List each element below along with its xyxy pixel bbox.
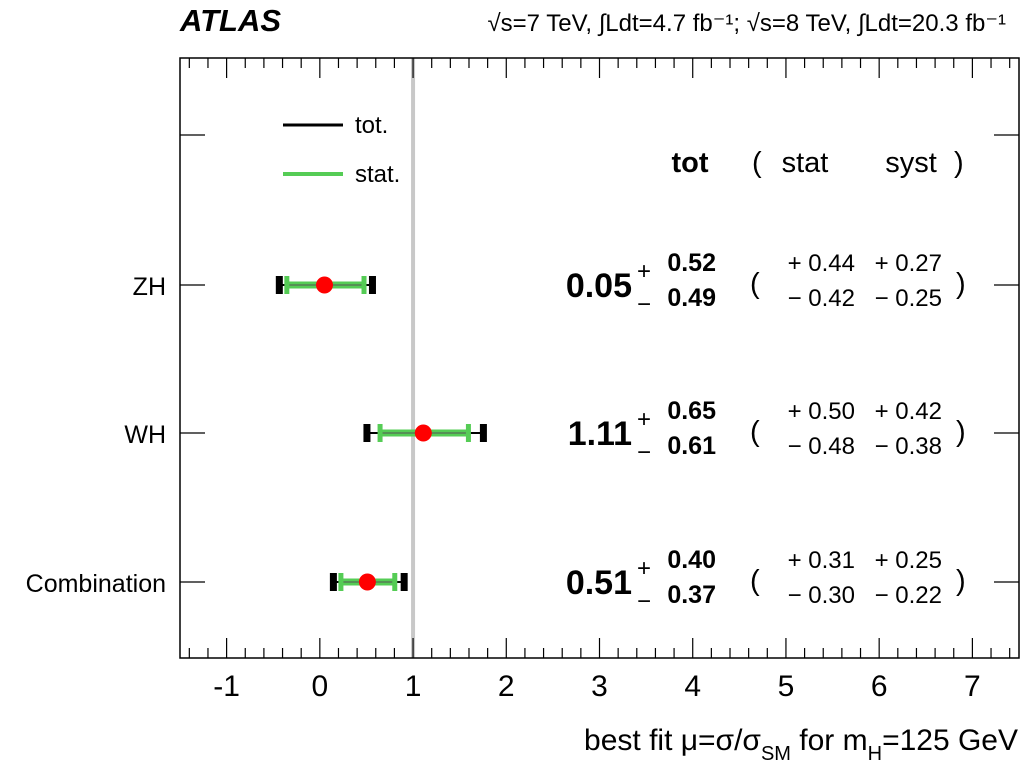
tot-cap-left [363, 424, 371, 442]
header-syst: syst [885, 147, 937, 179]
column-headers: tot ( stat syst ) [671, 147, 963, 179]
open-paren: ( [750, 268, 760, 300]
plus-sign: + [637, 406, 651, 433]
x-tick-label: -1 [213, 670, 240, 703]
category-label: ZH [133, 273, 166, 301]
syst-up-value: + 0.42 [875, 398, 942, 425]
row-wh: WH 1.11 + −0.65 0.61 ( + 0.50 − 0.48 + 0.42 − 0.3… [124, 397, 965, 466]
data-rows: ZH 0.05 +−0.520.49 (+ 0.44− 0.42+ 0.27− 0.2… [26, 249, 966, 615]
header-tot: tot [671, 147, 708, 179]
row-combination: Combination 0.51 + −0.40 0.37 ( + 0.31 − 0.30 + … [26, 546, 966, 615]
syst-down-value: − 0.25 [875, 285, 942, 312]
open-paren: ( [750, 416, 760, 448]
tot-cap-right [479, 424, 487, 442]
header-stat: stat [782, 147, 829, 179]
x-axis-label: best fit μ=σ/σSM for mH=125 GeV [584, 724, 1018, 765]
syst-down-value: − 0.38 [875, 433, 942, 460]
stat-up-value: + 0.50 [788, 398, 855, 425]
category-label: WH [124, 421, 166, 449]
tot-up-value: 0.65 [667, 397, 716, 425]
tot-down-value: 0.49 [667, 284, 716, 312]
x-axis-label-pre: best fit μ=σ/σ [584, 724, 761, 757]
minus-sign: − [637, 588, 651, 615]
tot-up-value: 0.52 [667, 249, 716, 277]
atlas-label: ATLAS [179, 3, 281, 38]
stat-down-value: − 0.30 [788, 582, 855, 609]
axis-ticks [180, 58, 1019, 658]
x-tick-labels: -1 0 1 2 3 4 5 6 7 [213, 670, 980, 703]
close-paren: ) [956, 268, 966, 300]
legend-stat-label: stat. [355, 161, 400, 188]
best-fit-marker [358, 573, 376, 591]
legend-tot-label: tot. [355, 112, 388, 139]
stat-cap-right [361, 276, 367, 294]
header-close-paren: ) [954, 147, 964, 179]
plus-sign: + [637, 555, 651, 582]
row-zh: ZH 0.05 + −0.52 0.49 ( + 0.44 − 0.42 + 0.27 − 0.2… [133, 249, 966, 318]
open-paren: ( [750, 565, 760, 597]
stat-down-value: − 0.48 [788, 433, 855, 460]
close-paren: ) [956, 565, 966, 597]
x-tick-label: 0 [311, 670, 328, 703]
stat-cap-right [392, 573, 398, 591]
tot-cap-left [329, 573, 337, 591]
tot-down-value: 0.61 [667, 432, 716, 460]
stat-cap-left [284, 276, 290, 294]
central-value: 0.05 [566, 267, 632, 305]
tot-cap-right [400, 573, 408, 591]
best-fit-marker [414, 424, 432, 442]
x-tick-label: 1 [405, 670, 422, 703]
stat-cap-left [338, 573, 344, 591]
tot-cap-left [275, 276, 283, 294]
header-open-paren: ( [752, 147, 762, 179]
best-fit-marker [315, 276, 333, 294]
tot-down-value: 0.37 [667, 581, 716, 609]
minus-sign: − [637, 439, 651, 466]
x-tick-label: 2 [498, 670, 515, 703]
luminosity-label: √s=7 TeV, ∫Ldt=4.7 fb⁻¹; √s=8 TeV, ∫Ldt=… [487, 10, 1006, 37]
x-axis-label-mid: for m [791, 724, 868, 757]
stat-cap-right [465, 424, 471, 442]
stat-cap-left [377, 424, 383, 442]
x-tick-label: 6 [871, 670, 888, 703]
x-tick-label: 3 [591, 670, 608, 703]
central-value: 1.11 [568, 415, 632, 453]
x-axis-label-post: =125 GeV [882, 724, 1018, 757]
minus-sign: − [637, 291, 651, 318]
close-paren: ) [956, 416, 966, 448]
x-axis-label-sub-sm: SM [761, 743, 791, 765]
stat-up-value: + 0.31 [788, 547, 855, 574]
syst-down-value: − 0.22 [875, 582, 942, 609]
central-value: 0.51 [566, 564, 632, 602]
x-tick-label: 4 [684, 670, 701, 703]
x-tick-label: 7 [964, 670, 981, 703]
legend: tot. stat. [283, 112, 400, 188]
stat-down-value: − 0.42 [788, 285, 855, 312]
tot-up-value: 0.40 [667, 546, 716, 574]
category-label: Combination [26, 570, 166, 598]
stat-up-value: + 0.44 [788, 250, 855, 277]
plus-sign: + [637, 258, 651, 285]
x-axis-label-sub-h: H [868, 743, 882, 765]
tot-cap-right [368, 276, 376, 294]
syst-up-value: + 0.25 [875, 547, 942, 574]
syst-up-value: + 0.27 [875, 250, 942, 277]
x-tick-label: 5 [778, 670, 795, 703]
